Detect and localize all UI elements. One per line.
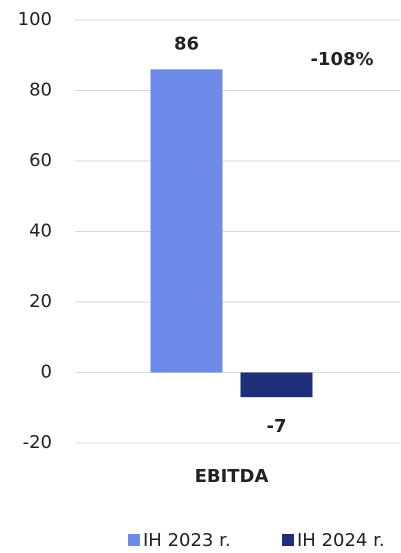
data-label: -7 — [267, 416, 287, 437]
data-label: 86 — [174, 33, 199, 54]
bar — [240, 372, 313, 398]
legend-swatch — [282, 534, 294, 546]
y-tick-label: -20 — [23, 432, 52, 453]
y-tick-label: 100 — [18, 9, 52, 30]
y-tick-label: 0 — [41, 362, 52, 383]
legend-label: IH 2023 r. — [143, 530, 231, 551]
bar — [150, 69, 223, 373]
y-tick-label: 40 — [29, 221, 52, 242]
y-tick-label: 80 — [29, 80, 52, 101]
legend-label: IH 2024 r. — [297, 530, 385, 551]
x-tick-label: EBITDA — [195, 466, 269, 487]
annotation: -108% — [310, 49, 373, 70]
legend-swatch — [128, 534, 140, 546]
y-tick-label: 60 — [29, 150, 52, 171]
y-tick-label: 20 — [29, 291, 52, 312]
